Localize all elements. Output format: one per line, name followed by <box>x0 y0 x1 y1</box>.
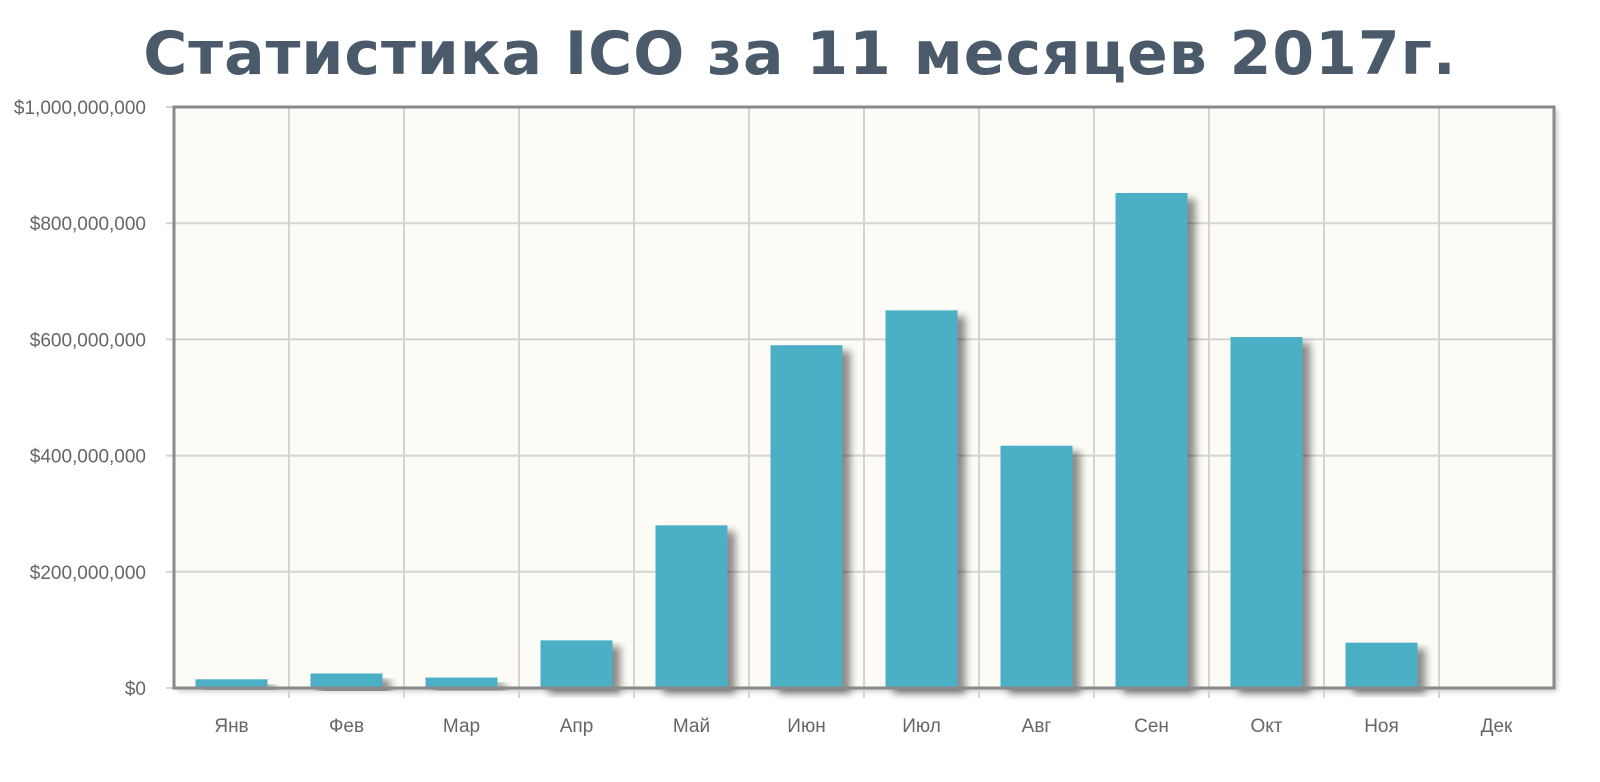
y-tick-label: $600,000,000 <box>30 330 146 351</box>
x-tick-label: Фев <box>329 716 364 737</box>
axes <box>172 105 1556 690</box>
bar-Апр <box>540 640 613 688</box>
chart-title: Статистика ICO за 11 месяцев 2017г. <box>143 19 1457 89</box>
x-tick-label: Янв <box>214 716 248 737</box>
bar-Ноя <box>1345 642 1418 688</box>
bar-Июн <box>770 345 843 688</box>
bar-Июл <box>885 310 958 688</box>
bar-Мар <box>425 677 498 688</box>
bar-Фев <box>310 673 383 688</box>
x-tick-label: Май <box>673 716 710 737</box>
bar-Окт <box>1230 337 1303 688</box>
x-tick-label: Ноя <box>1364 716 1399 737</box>
y-tick-label: $200,000,000 <box>30 563 146 584</box>
y-tick-label: $1,000,000,000 <box>14 98 146 119</box>
bar-Сен <box>1115 192 1188 688</box>
y-tick-label: $400,000,000 <box>30 447 146 468</box>
x-tick-label: Апр <box>560 716 594 737</box>
y-tick-label: $0 <box>125 679 146 700</box>
bar-Май <box>655 525 728 688</box>
plot-frame <box>172 105 1556 690</box>
bars <box>195 192 1418 688</box>
x-axis-tick-labels: Янв Фев Мар Апр Май Июн Июл Авг Сен Окт Ноя Дек <box>214 716 1513 737</box>
x-tick-label: Июл <box>902 716 941 737</box>
y-tick-label: $800,000,000 <box>30 214 146 235</box>
x-tick-label: Июн <box>787 716 825 737</box>
bar-Авг <box>1000 445 1073 688</box>
x-tick-label: Дек <box>1481 716 1513 737</box>
x-tick-label: Окт <box>1250 716 1282 737</box>
x-tick-label: Авг <box>1022 716 1052 737</box>
y-axis-tick-labels: $0 $200,000,000 $400,000,000 $600,000,000 $8… <box>14 98 146 700</box>
bar-Янв <box>195 679 268 688</box>
x-tick-label: Сен <box>1134 716 1169 737</box>
x-tick-label: Мар <box>443 716 480 737</box>
